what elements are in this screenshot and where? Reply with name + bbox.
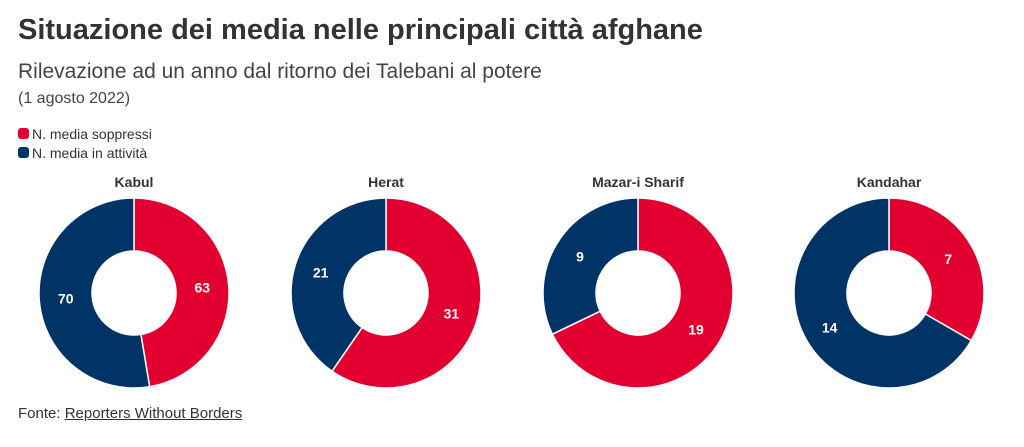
slice-suppressed-kandahar[interactable] bbox=[888, 197, 985, 342]
chart-date: (1 agosto 2022) bbox=[18, 90, 131, 107]
legend-label-active: N. media in attività bbox=[32, 144, 148, 161]
data-label-active-herat: 21 bbox=[313, 265, 329, 281]
slice-suppressed-kabul[interactable] bbox=[133, 197, 230, 388]
slice-active-kandahar[interactable] bbox=[793, 197, 973, 389]
legend-swatch-suppressed bbox=[18, 128, 29, 139]
data-label-active-mazar-i-sharif: 9 bbox=[576, 249, 584, 265]
source-link[interactable]: Reporters Without Borders bbox=[64, 405, 243, 422]
data-label-suppressed-kabul: 63 bbox=[194, 279, 210, 295]
data-label-suppressed-mazar-i-sharif: 19 bbox=[688, 321, 704, 337]
slice-active-kabul[interactable] bbox=[38, 197, 151, 389]
data-label-active-kandahar: 14 bbox=[822, 319, 838, 335]
chart-subtitle: Rilevazione ad un anno dal ritorno dei T… bbox=[18, 60, 542, 83]
donut-charts: Kabul 63 70 Herat 31 21 Mazar-i Sharif 19 9 Kanda… bbox=[38, 174, 985, 389]
city-title-mazar-i-sharif: Mazar-i Sharif bbox=[592, 174, 684, 190]
city-title-kabul: Kabul bbox=[115, 174, 154, 190]
city-title-herat: Herat bbox=[368, 174, 404, 190]
legend-item-suppressed[interactable]: N. media soppressi bbox=[18, 124, 152, 143]
slice-active-mazar-i-sharif[interactable] bbox=[542, 197, 639, 336]
source-note: Fonte: Reporters Without Borders bbox=[18, 405, 242, 422]
city-title-kandahar: Kandahar bbox=[857, 174, 922, 190]
data-label-suppressed-kandahar: 7 bbox=[944, 251, 952, 267]
legend: N. media soppressi N. media in attività bbox=[18, 124, 152, 162]
slice-suppressed-mazar-i-sharif[interactable] bbox=[551, 197, 734, 389]
slice-suppressed-herat[interactable] bbox=[330, 197, 482, 389]
legend-label-suppressed: N. media soppressi bbox=[32, 125, 152, 142]
source-prefix: Fonte: bbox=[18, 405, 61, 422]
legend-swatch-active bbox=[18, 147, 29, 158]
data-label-active-kabul: 70 bbox=[58, 291, 74, 307]
data-label-suppressed-herat: 31 bbox=[444, 305, 460, 321]
slice-active-herat[interactable] bbox=[290, 197, 387, 373]
chart-title: Situazione dei media nelle principali ci… bbox=[18, 14, 703, 46]
legend-item-active[interactable]: N. media in attività bbox=[18, 143, 152, 162]
